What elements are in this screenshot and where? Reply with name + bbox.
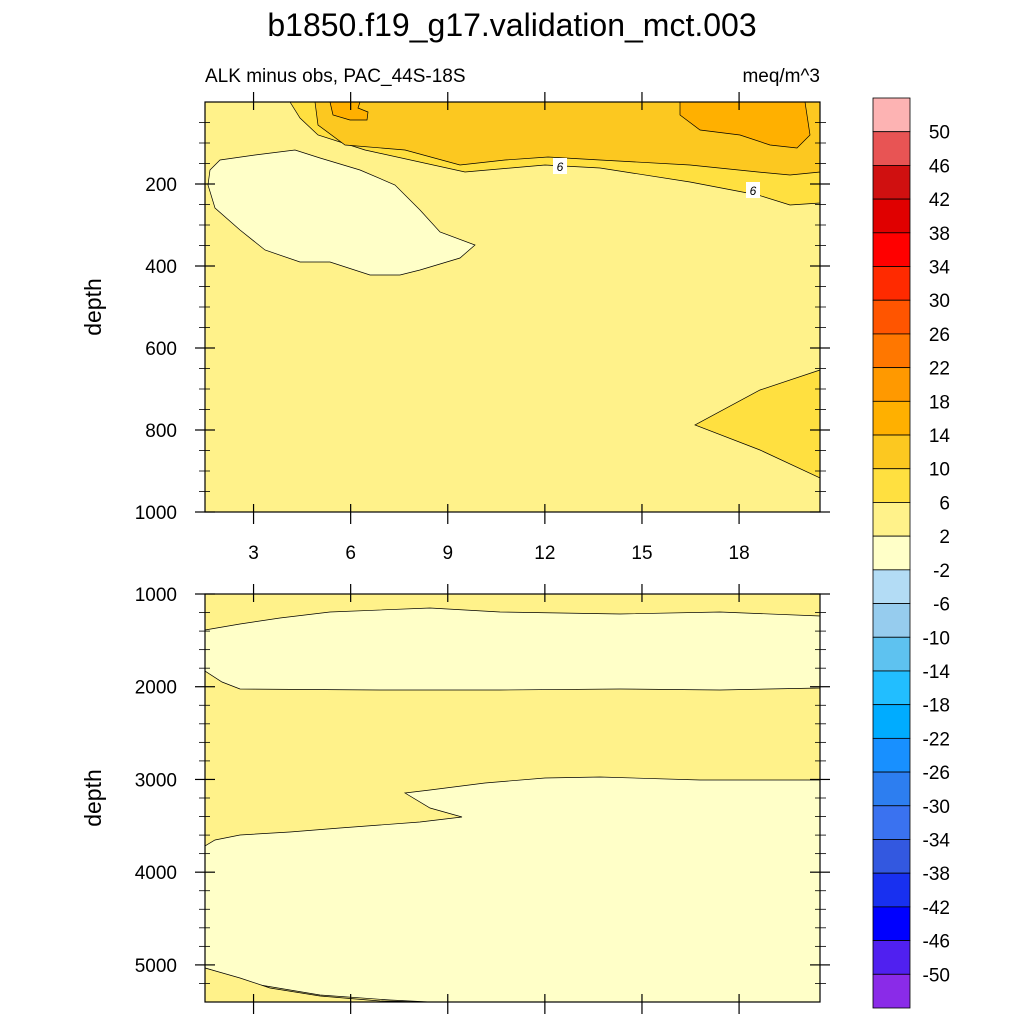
colorbar-label: 30 [929, 291, 950, 312]
colorbar-label: 22 [929, 359, 950, 380]
colorbar-swatch [872, 266, 911, 301]
y-tick-label: 1000 [135, 585, 177, 606]
chart-title: b1850.f19_g17.validation_mct.003 [267, 7, 756, 43]
y-tick-label: 3000 [135, 770, 177, 791]
colorbar-label: -42 [923, 898, 950, 919]
upper-panel: 6 6 200 400 600 800 1000 3 6 9 12 15 18 depth [80, 92, 830, 564]
y-tick-label: 200 [145, 175, 177, 196]
colorbar-label: 14 [929, 426, 951, 447]
colorbar-swatch [872, 569, 911, 604]
colorbar-label: -22 [923, 729, 950, 750]
upper-label-bg-2 [746, 182, 760, 198]
y-tick-label: 800 [145, 421, 177, 442]
colorbar-swatch [872, 367, 911, 402]
colorbar-label: 42 [929, 190, 950, 211]
colorbar-label: 6 [939, 493, 950, 514]
y-tick-label: 5000 [135, 956, 177, 977]
upper-patch-low-anomaly [207, 149, 476, 276]
colorbar-label: -6 [933, 595, 950, 616]
colorbar-swatch [872, 839, 911, 874]
colorbar-swatch [872, 670, 911, 706]
colorbar-swatch [872, 333, 911, 369]
colorbar-label: 26 [929, 325, 950, 346]
chart-subtitle-units: meq/m^3 [742, 66, 820, 87]
colorbar-label: 2 [939, 527, 950, 548]
y-tick-label: 400 [145, 257, 177, 278]
upper-label-bg-1 [553, 158, 567, 174]
colorbar-swatch [872, 973, 911, 1009]
x-tick-label: 18 [729, 543, 750, 564]
colorbar-label: -50 [923, 965, 950, 986]
x-tick-label: 6 [345, 543, 356, 564]
colorbar-swatch [872, 434, 911, 470]
lower-band-low-deep [204, 776, 821, 1003]
colorbar-label: -30 [923, 797, 950, 818]
colorbar-swatch [872, 97, 911, 133]
colorbar-label: -2 [933, 561, 950, 582]
lower-ylabel: depth [80, 769, 106, 827]
colorbar-label: -34 [923, 830, 951, 851]
y-tick-label: 1000 [135, 503, 177, 524]
colorbar: 50 46 42 38 34 30 26 22 18 14 10 6 2 -2 -6 -10 -14 -18 -22… [872, 97, 951, 1009]
colorbar-swatch [872, 165, 911, 200]
colorbar-label: 18 [929, 392, 950, 413]
colorbar-swatch [872, 704, 911, 739]
lower-panel: 1000 2000 3000 4000 5000 depth [80, 584, 830, 1014]
upper-contour-label-1: 6 [557, 160, 564, 174]
lower-band-low-upper [204, 607, 821, 691]
colorbar-swatch [872, 771, 911, 807]
colorbar-label: -10 [923, 628, 950, 649]
colorbar-label: -18 [923, 696, 950, 717]
upper-axes: 200 400 600 800 1000 3 6 9 12 15 18 [135, 92, 830, 564]
y-tick-label: 600 [145, 339, 177, 360]
colorbar-label: 46 [929, 156, 950, 177]
colorbar-swatch [872, 636, 911, 672]
colorbar-swatch [872, 502, 911, 537]
colorbar-swatch [872, 737, 911, 773]
colorbar-label: -26 [923, 763, 950, 784]
upper-contour-label-2: 6 [750, 184, 757, 198]
colorbar-swatch [872, 805, 911, 840]
upper-patch-14to18-left [329, 101, 369, 121]
colorbar-label: -38 [923, 864, 950, 885]
colorbar-swatch [872, 131, 911, 166]
x-tick-label: 3 [248, 543, 259, 564]
chart-subtitle-left: ALK minus obs, PAC_44S-18S [205, 66, 466, 87]
colorbar-swatch [872, 940, 911, 975]
colorbar-swatch [872, 400, 911, 436]
colorbar-swatch [872, 198, 911, 234]
colorbar-label: -46 [923, 932, 950, 953]
colorbar-swatch [872, 468, 911, 503]
x-tick-label: 15 [631, 543, 652, 564]
colorbar-label: -14 [923, 662, 951, 683]
lower-axes: 1000 2000 3000 4000 5000 [135, 584, 830, 1014]
colorbar-label: 10 [929, 460, 950, 481]
x-tick-label: 12 [534, 543, 555, 564]
colorbar-swatch [872, 603, 911, 638]
y-tick-label: 4000 [135, 863, 177, 884]
colorbar-label: 50 [929, 123, 950, 144]
upper-ylabel: depth [80, 278, 106, 336]
y-tick-label: 2000 [135, 678, 177, 699]
colorbar-label: 34 [929, 258, 951, 279]
colorbar-label: 38 [929, 224, 950, 245]
colorbar-swatch [872, 872, 911, 908]
upper-patch-14to18-right [679, 101, 811, 149]
colorbar-swatch [872, 535, 911, 571]
colorbar-swatch [872, 299, 911, 335]
x-tick-label: 9 [442, 543, 453, 564]
colorbar-swatch [872, 232, 911, 267]
colorbar-swatch [872, 906, 911, 941]
